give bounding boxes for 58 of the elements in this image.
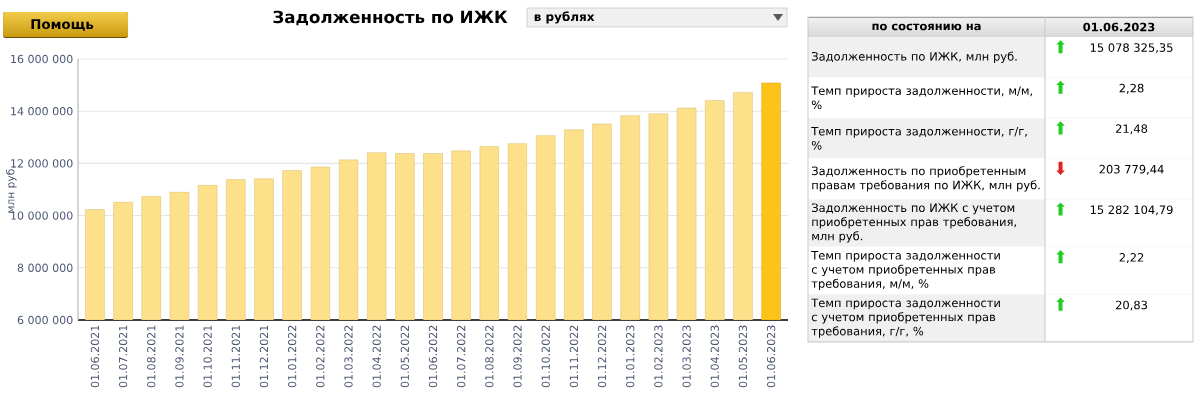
x-tick-label: 01.02.2023 [654, 325, 663, 388]
text: Помощь [31, 19, 94, 31]
category-label: ⬆ [1056, 40, 1065, 54]
text: Темп прироста задолженности с учетом приобретенных прав требования, г/г, % [811, 298, 1000, 338]
x-tick-label: 01.06.2022 [428, 325, 438, 388]
x-tick-label: 01.11.2021 [231, 325, 240, 388]
category-label: ⬆ [1056, 250, 1065, 264]
chart-title: Задолженность по ИЖК [273, 10, 508, 26]
x-tick-label: 01.11.2022 [569, 325, 579, 388]
text: 01.06.2023 [1083, 22, 1155, 32]
text: 15 078 325,35 [1090, 43, 1173, 54]
x-tick-label: 01.07.2021 [118, 325, 128, 388]
text: Темп прироста задолженности, г/г, % [811, 127, 1027, 150]
x-tick-label: 01.04.2023 [710, 325, 719, 388]
text: Темп прироста задолженности с учетом приобретенных прав требования, м/м, % [811, 251, 1000, 291]
category-label: ⬆ [1056, 121, 1065, 135]
x-tick-label: 01.01.2022 [287, 325, 297, 388]
y-tick-label: 16 000 000 [11, 54, 73, 64]
x-tick-label: 01.07.2022 [456, 325, 466, 388]
category-label: ⬆ [1056, 202, 1065, 216]
text: 203 779,44 [1099, 164, 1164, 175]
y-axis-title: млн руб. [6, 166, 17, 213]
category-label: ⬇ [1056, 161, 1065, 175]
x-tick-label: 01.01.2023 [626, 325, 635, 388]
text: Задолженность по ИЖК, млн руб. [812, 51, 1017, 63]
category-label: ⬆ [1056, 80, 1065, 94]
x-tick-label: 01.10.2022 [541, 325, 550, 388]
text: 21,48 [1115, 124, 1148, 135]
text: Темп прироста задолженности, м/м, % [811, 86, 1033, 110]
text: Задолженность по ИЖК с учетом приобретенных прав требования, млн руб. [812, 203, 1016, 243]
x-tick-label: 01.08.2021 [147, 325, 156, 388]
x-tick-label: 01.05.2023 [738, 325, 748, 388]
category-label: ⬆ [1056, 297, 1065, 311]
x-tick-label: 01.12.2021 [259, 325, 269, 388]
text: по состоянию на [872, 23, 981, 31]
text: Задолженность по приобретенным правам требования по ИЖК, млн руб. [812, 166, 1040, 192]
x-tick-label: 01.12.2022 [597, 325, 607, 388]
x-tick-label: 01.10.2021 [203, 325, 212, 388]
text: 20,83 [1115, 300, 1148, 311]
text: в рублях [534, 11, 595, 24]
text: 2,28 [1119, 83, 1144, 94]
x-tick-label: 01.09.2022 [513, 325, 522, 388]
text: 15 282 104,79 [1090, 205, 1173, 216]
y-tick-label: 10 000 000 [11, 211, 73, 220]
text: 2,22 [1119, 253, 1144, 263]
x-tick-label: 01.03.2022 [344, 325, 353, 388]
x-tick-label: 01.06.2021 [90, 325, 100, 388]
x-tick-label: 01.03.2023 [682, 325, 691, 388]
x-tick-label: 01.06.2023 [766, 325, 776, 388]
x-tick-label: 01.02.2022 [316, 325, 325, 388]
x-tick-label: 01.04.2022 [372, 325, 381, 388]
y-tick-label: 14 000 000 [11, 107, 73, 116]
y-tick-label: 12 000 000 [11, 159, 73, 168]
y-tick-label: 6 000 000 [17, 315, 73, 325]
y-tick-label: 8 000 000 [17, 263, 73, 272]
x-tick-label: 01.09.2021 [175, 325, 184, 388]
x-tick-label: 01.08.2022 [485, 325, 494, 388]
x-tick-label: 01.05.2022 [400, 325, 410, 388]
